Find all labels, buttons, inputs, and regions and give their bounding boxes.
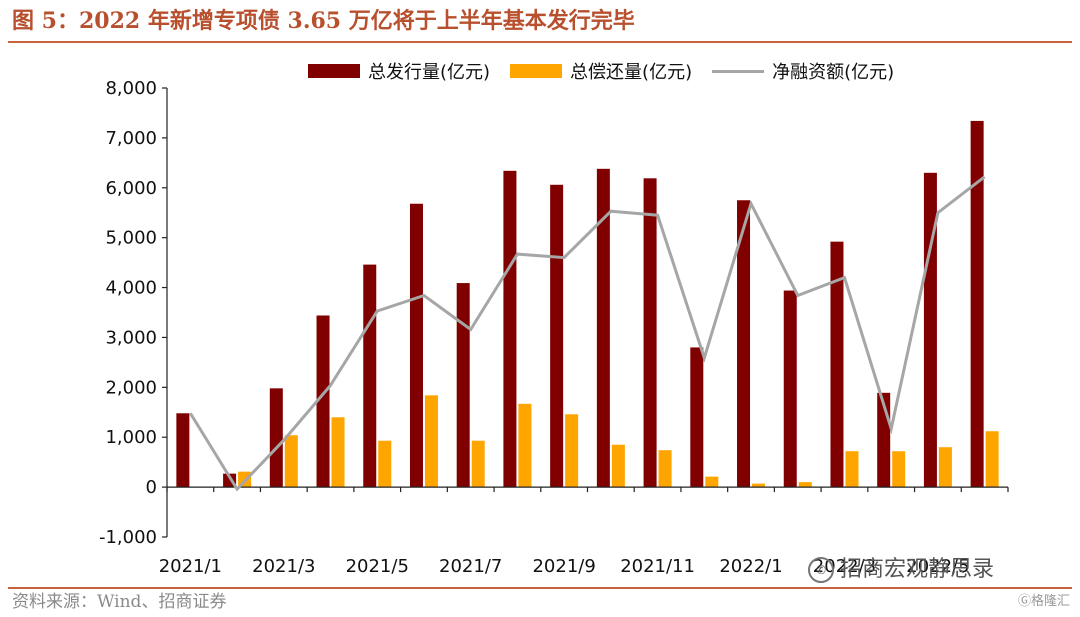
bar-issuance [737,200,751,488]
legend-label-repayment: 总偿还量(亿元) [570,62,693,83]
series-net-line [189,175,986,492]
title-rule [8,41,1072,43]
chart-legend: 总发行量(亿元) 总偿还量(亿元) 净融资额(亿元) [308,58,914,84]
bar-repayment [845,451,859,488]
bar-repayment [565,414,579,488]
bar-repayment [938,447,952,488]
legend-label-issuance: 总发行量(亿元) [368,62,491,83]
legend-item-repayment: 总偿还量(亿元) [510,58,692,84]
bar-repayment [752,483,766,488]
badge-text: 格隆汇 [1030,594,1070,609]
y-tick-label: 3,000 [105,327,157,348]
bar-repayment [658,450,672,488]
bar-issuance [363,264,377,488]
y-tick-label: 4,000 [105,278,157,299]
bar-repayment [518,403,532,488]
bar-repayment [892,451,906,488]
bar-issuance [596,168,610,488]
watermark: ✆ 招商宏观静思录 [808,556,994,584]
series-repayment-bars [238,395,999,488]
source-note: 资料来源：Wind、招商证券 [12,592,227,612]
bar-repayment [471,440,485,488]
bar-repayment [611,444,625,488]
wechat-icon: ✆ [808,557,834,583]
bar-repayment [284,435,298,488]
legend-item-issuance: 总发行量(亿元) [308,58,490,84]
bar-issuance [503,170,517,488]
legend-swatch-net [712,69,765,73]
bar-repayment [705,476,719,488]
y-tick-label: 2,000 [105,377,157,398]
site-badge: Ⓖ格隆汇 [1018,592,1070,612]
bar-issuance [550,184,564,488]
y-tick-label: -1,000 [99,527,157,548]
series-issuance-bars [176,120,984,488]
x-tick-label: 2022/1 [719,556,782,577]
bar-issuance [970,120,984,488]
figure-title: 图 5：2022 年新增专项债 3.65 万亿将于上半年基本发行完毕 [12,8,635,34]
footer-rule [8,587,1072,589]
y-tick-label: 0 [146,477,157,498]
bar-issuance [409,203,423,488]
bar-repayment [331,417,345,488]
bar-repayment [798,482,812,488]
bar-repayment [378,440,392,488]
bar-issuance [643,178,657,488]
net-financing-line [189,175,986,492]
gelonghui-logo-icon: Ⓖ [1017,594,1031,609]
bar-issuance [456,283,470,488]
bar-issuance [690,347,704,488]
x-tick-label: 2021/7 [439,556,502,577]
legend-swatch-issuance [308,64,360,78]
bar-issuance [923,172,937,488]
x-tick-label: 2021/5 [346,556,409,577]
bar-repayment [985,431,999,488]
y-tick-label: 6,000 [105,178,157,199]
x-tick-label: 2022/5 [906,556,969,577]
y-tick-label: 5,000 [105,228,157,249]
x-tick-label: 2021/11 [620,556,695,577]
chart-axes [162,87,1009,538]
watermark-text: 招商宏观静思录 [840,557,995,582]
bar-issuance [269,388,283,488]
x-tick-label: 2021/9 [532,556,595,577]
y-tick-label: 1,000 [105,427,157,448]
x-tick-label: 2021/3 [252,556,315,577]
bar-issuance [830,241,844,488]
x-tick-label: 2021/1 [159,556,222,577]
y-tick-label: 7,000 [105,128,157,149]
bar-issuance [783,290,797,488]
legend-swatch-repayment [510,64,563,78]
bar-issuance [316,315,330,488]
y-axis-tick-labels: -1,000 0 1,000 2,000 3,000 4,000 5,000 6,000 7,0… [99,78,157,548]
bar-repayment [424,395,438,488]
y-tick-label: 8,000 [105,78,157,99]
bar-issuance [176,413,190,488]
legend-item-net: 净融资额(亿元) [712,58,894,84]
legend-label-net: 净融资额(亿元) [772,62,895,83]
